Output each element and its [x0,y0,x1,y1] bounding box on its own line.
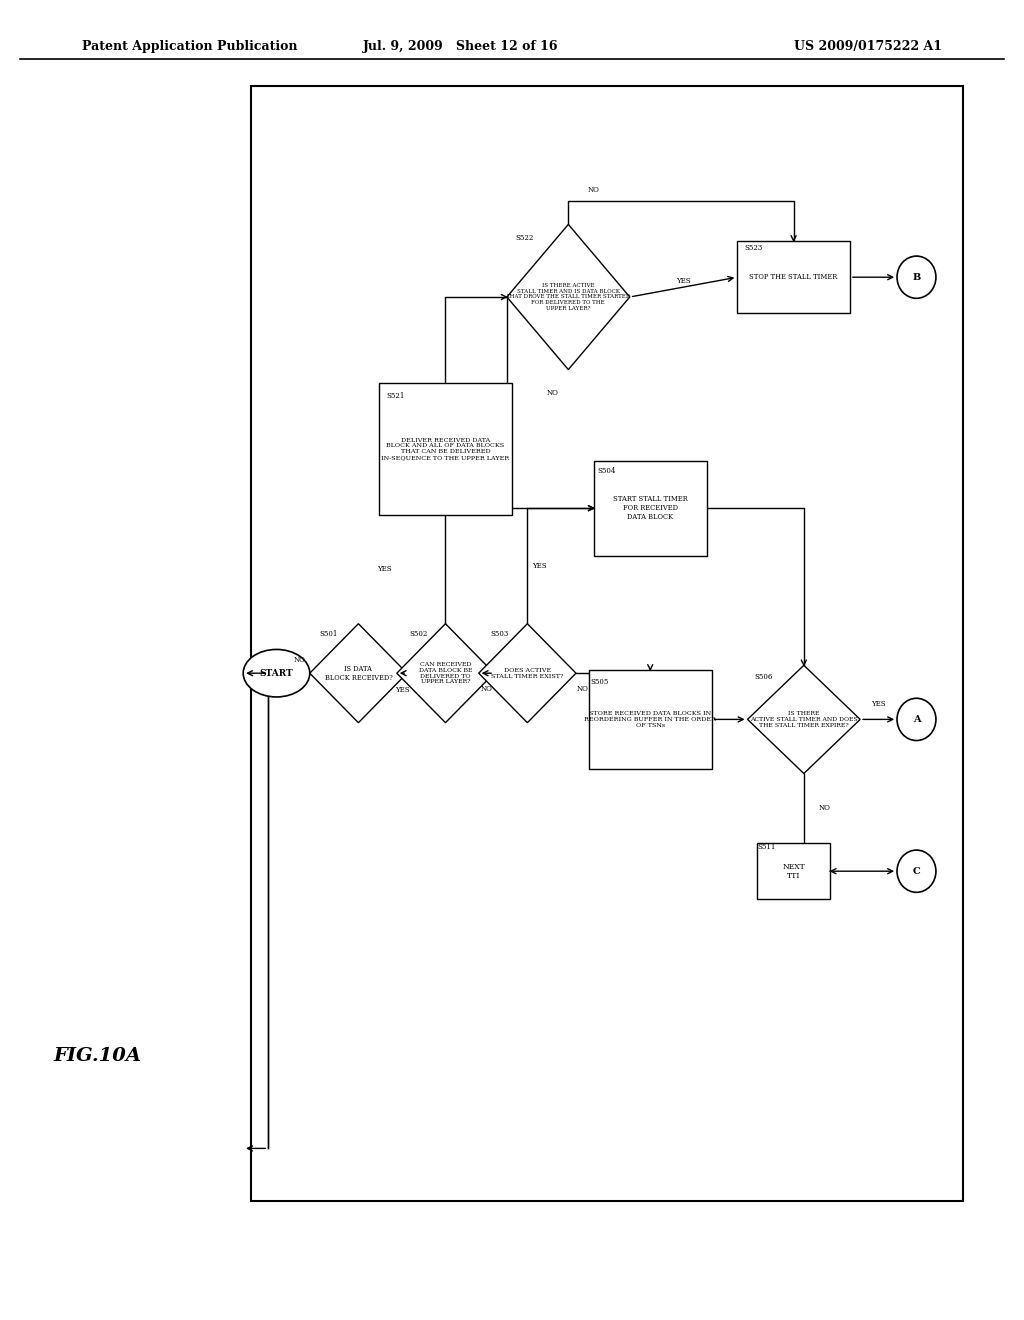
Text: C: C [912,867,921,875]
Text: STOP THE STALL TIMER: STOP THE STALL TIMER [750,273,838,281]
Text: NO: NO [547,389,559,397]
FancyBboxPatch shape [251,86,963,1201]
FancyBboxPatch shape [757,843,830,899]
Text: DOES ACTIVE
STALL TIMER EXIST?: DOES ACTIVE STALL TIMER EXIST? [492,668,563,678]
Polygon shape [479,624,575,722]
Text: IS DATA
BLOCK RECEIVED?: IS DATA BLOCK RECEIVED? [325,664,392,682]
FancyBboxPatch shape [589,671,712,768]
Text: IS THERE ACTIVE
STALL TIMER AND IS DATA BLOCK
THAT DROVE THE STALL TIMER STARTED: IS THERE ACTIVE STALL TIMER AND IS DATA … [506,282,631,312]
Text: S521: S521 [386,392,404,400]
Text: B: B [912,273,921,281]
Text: NO: NO [480,685,493,693]
Text: YES: YES [676,277,691,285]
Text: YES: YES [394,686,410,694]
Text: DELIVER RECEIVED DATA
BLOCK AND ALL OF DATA BLOCKS
THAT CAN BE DELIVERED
IN-SEQU: DELIVER RECEIVED DATA BLOCK AND ALL OF D… [381,438,510,459]
Text: START STALL TIMER
FOR RECEIVED
DATA BLOCK: START STALL TIMER FOR RECEIVED DATA BLOC… [613,495,687,521]
Text: NO: NO [577,685,589,693]
Text: NO: NO [294,656,305,664]
Text: S504: S504 [597,467,615,475]
Text: IS THERE
ACTIVE STALL TIMER AND DOES
THE STALL TIMER EXPIRE?: IS THERE ACTIVE STALL TIMER AND DOES THE… [750,711,858,727]
Text: S506: S506 [755,673,773,681]
Text: S523: S523 [744,244,763,252]
Text: NO: NO [588,186,600,194]
Text: Patent Application Publication: Patent Application Publication [82,40,297,53]
Text: A: A [912,715,921,723]
Ellipse shape [897,698,936,741]
Text: START: START [260,669,293,677]
Ellipse shape [244,649,309,697]
Text: US 2009/0175222 A1: US 2009/0175222 A1 [794,40,942,53]
Text: CAN RECEIVED
DATA BLOCK BE
DELIVERED TO
UPPER LAYER?: CAN RECEIVED DATA BLOCK BE DELIVERED TO … [419,663,472,684]
Ellipse shape [897,256,936,298]
Text: NEXT
TTI: NEXT TTI [782,862,805,880]
Polygon shape [748,665,860,774]
Text: S503: S503 [490,630,509,638]
Text: YES: YES [532,562,547,570]
Text: S501: S501 [319,630,338,638]
Text: S522: S522 [515,234,534,242]
Text: S505: S505 [591,678,609,686]
Ellipse shape [897,850,936,892]
Text: S502: S502 [410,630,428,638]
Text: Jul. 9, 2009   Sheet 12 of 16: Jul. 9, 2009 Sheet 12 of 16 [364,40,558,53]
Polygon shape [507,224,630,370]
Text: NO: NO [818,804,830,813]
Text: S511: S511 [758,843,776,851]
Polygon shape [309,624,407,722]
Text: FIG.10A: FIG.10A [53,1047,141,1065]
Text: STORE RECEIVED DATA BLOCKS IN
REORDERING BUFFER IN THE ORDER
OF TSNs: STORE RECEIVED DATA BLOCKS IN REORDERING… [585,711,716,727]
Text: YES: YES [377,565,392,573]
FancyBboxPatch shape [737,240,850,313]
Text: YES: YES [871,700,886,708]
FancyBboxPatch shape [594,461,707,556]
Polygon shape [397,624,494,722]
FancyBboxPatch shape [379,383,512,515]
